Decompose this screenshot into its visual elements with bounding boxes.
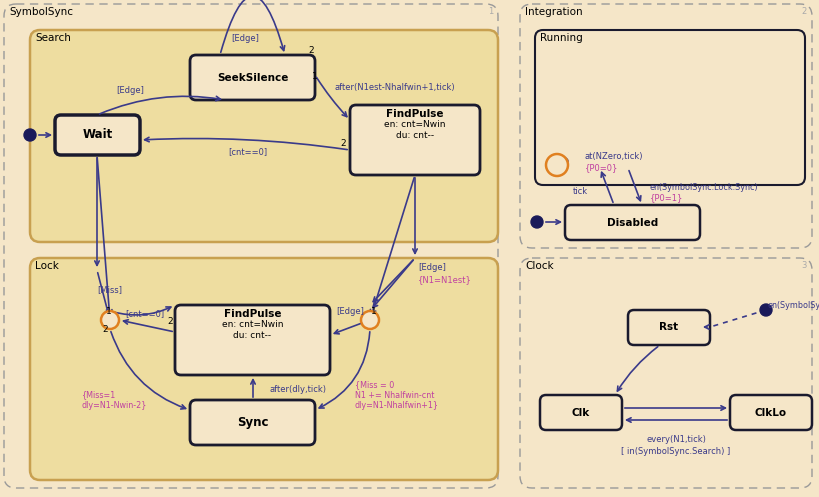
FancyArrowPatch shape [112,307,170,315]
Text: Running: Running [540,33,582,43]
Text: 1: 1 [487,7,492,16]
FancyBboxPatch shape [627,310,709,345]
FancyArrowPatch shape [97,273,110,316]
FancyArrowPatch shape [412,178,417,253]
Text: Search: Search [35,33,70,43]
FancyBboxPatch shape [519,258,811,488]
FancyArrowPatch shape [704,325,708,329]
Text: {Miss=1
dly=N1-Nwin-2}: {Miss=1 dly=N1-Nwin-2} [82,390,147,410]
Text: every(N1,tick): every(N1,tick) [645,435,705,444]
Text: SeekSilence: SeekSilence [216,73,287,83]
Text: [Miss]: [Miss] [97,285,122,295]
FancyArrowPatch shape [124,320,172,331]
FancyBboxPatch shape [350,105,479,175]
FancyArrowPatch shape [38,133,50,137]
FancyBboxPatch shape [190,400,314,445]
Text: at(NZero,tick): at(NZero,tick) [584,152,643,161]
Circle shape [759,304,771,316]
Text: en(SymbolSync.Lock.Sync): en(SymbolSync.Lock.Sync) [649,183,758,192]
Text: en: cnt=Nwin: en: cnt=Nwin [221,320,283,329]
Text: 1: 1 [312,72,318,81]
Text: {P0=0}: {P0=0} [584,164,618,172]
Circle shape [101,311,119,329]
Text: [Edge]: [Edge] [231,33,259,43]
Text: du: cnt--: du: cnt-- [396,131,433,140]
FancyArrowPatch shape [220,0,284,52]
Text: 2: 2 [801,7,806,16]
Text: en(SymbolSync.Lock.Sync): en(SymbolSync.Lock.Sync) [767,302,819,311]
Text: after(N1est-Nhalfwin+1,tick): after(N1est-Nhalfwin+1,tick) [335,83,455,91]
Text: tick: tick [572,187,587,196]
Text: ClkLo: ClkLo [754,408,786,417]
FancyArrowPatch shape [99,96,220,114]
Circle shape [545,154,568,176]
FancyArrowPatch shape [559,155,568,167]
FancyBboxPatch shape [4,4,497,488]
Text: Clock: Clock [524,261,553,271]
FancyBboxPatch shape [540,395,622,430]
Text: [cnt==0]: [cnt==0] [125,310,165,319]
Text: {Miss = 0
N1 += Nhalfwin-cnt
dly=N1-Nhalfwin+1}: {Miss = 0 N1 += Nhalfwin-cnt dly=N1-Nhal… [355,380,438,410]
FancyBboxPatch shape [519,4,811,248]
FancyArrowPatch shape [111,331,185,409]
FancyBboxPatch shape [534,30,804,185]
Text: 3: 3 [801,261,806,270]
FancyArrowPatch shape [628,170,640,201]
Text: Disabled: Disabled [606,218,658,228]
FancyArrowPatch shape [600,172,613,202]
FancyBboxPatch shape [190,55,314,100]
FancyArrowPatch shape [319,332,369,408]
Text: {N1=N1est}: {N1=N1est} [418,275,471,284]
Text: 2: 2 [340,139,346,148]
Text: 1: 1 [106,308,112,317]
FancyArrowPatch shape [373,260,413,302]
FancyBboxPatch shape [30,30,497,242]
Text: [Edge]: [Edge] [336,308,364,317]
Text: 2: 2 [167,318,173,327]
FancyArrowPatch shape [316,78,346,117]
Text: Rst: Rst [658,323,678,332]
Text: SymbolSync: SymbolSync [9,7,73,17]
Text: Wait: Wait [82,129,112,142]
Circle shape [24,129,36,141]
Text: 2: 2 [308,46,313,55]
Circle shape [531,216,542,228]
Text: {P0=1}: {P0=1} [649,193,682,202]
FancyArrowPatch shape [95,158,99,265]
Text: Sync: Sync [237,416,268,429]
Text: [Edge]: [Edge] [418,263,446,272]
FancyArrowPatch shape [624,406,725,410]
Text: [ in(SymbolSync.Search) ]: [ in(SymbolSync.Search) ] [621,447,730,457]
Text: [Edge]: [Edge] [116,85,144,94]
Circle shape [360,311,378,329]
Text: Lock: Lock [35,261,59,271]
Text: Clk: Clk [571,408,590,417]
FancyArrowPatch shape [545,220,559,224]
Text: [cnt==0]: [cnt==0] [229,148,267,157]
FancyBboxPatch shape [55,115,140,155]
FancyArrowPatch shape [617,347,657,391]
FancyBboxPatch shape [564,205,699,240]
FancyArrowPatch shape [251,380,255,397]
Text: FindPulse: FindPulse [386,109,443,119]
FancyArrowPatch shape [334,321,367,334]
FancyArrowPatch shape [144,137,346,150]
Text: Integration: Integration [524,7,582,17]
FancyBboxPatch shape [174,305,329,375]
Text: after(dly,tick): after(dly,tick) [269,386,327,395]
Text: FindPulse: FindPulse [224,309,281,319]
Text: du: cnt--: du: cnt-- [233,331,271,340]
FancyArrowPatch shape [373,260,413,308]
Text: 2: 2 [102,325,108,333]
FancyBboxPatch shape [30,258,497,480]
Text: en: cnt=Nwin: en: cnt=Nwin [384,120,446,129]
Text: 1: 1 [370,308,376,317]
FancyArrowPatch shape [626,418,726,422]
FancyBboxPatch shape [729,395,811,430]
